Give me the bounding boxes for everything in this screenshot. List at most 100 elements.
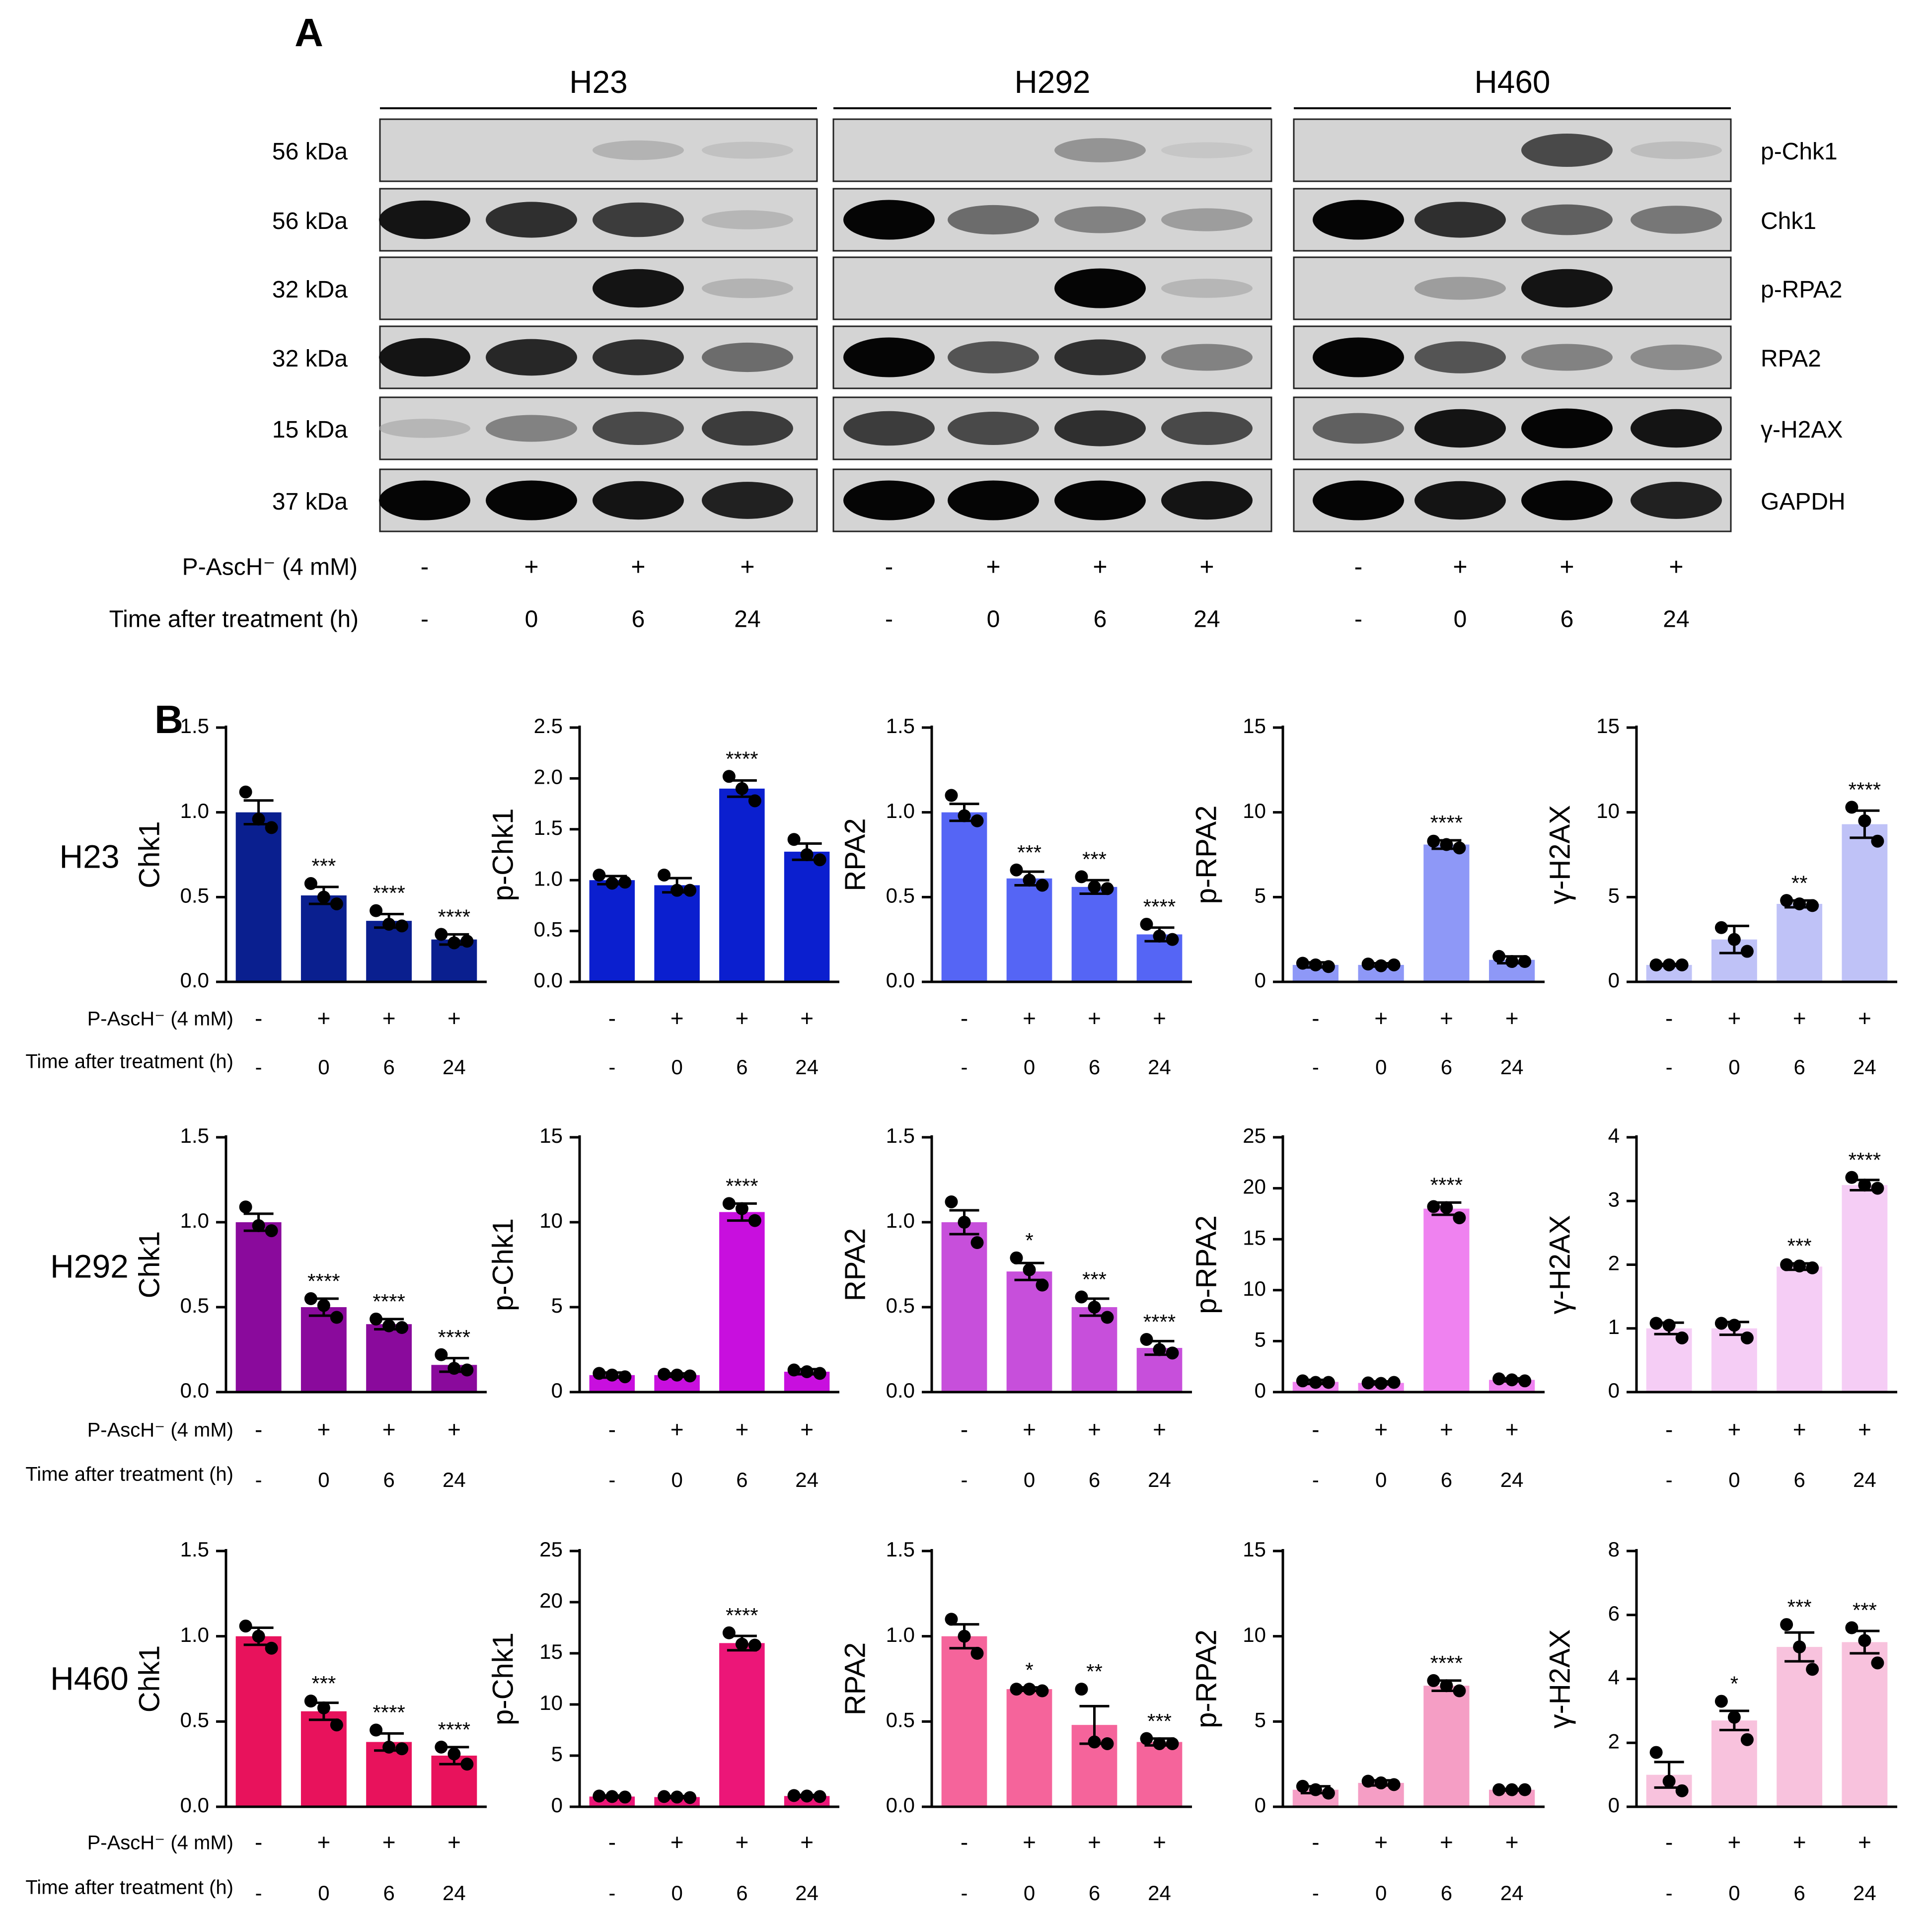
blot-band xyxy=(486,202,577,238)
treatment-symbol: + xyxy=(1505,1416,1519,1442)
y-tick-label: 2 xyxy=(1608,1729,1620,1753)
blot-band xyxy=(1054,480,1146,520)
treatment-symbol: + xyxy=(1088,1416,1101,1442)
data-point xyxy=(735,1637,748,1651)
time-value: - xyxy=(1666,1881,1673,1905)
blot-band xyxy=(486,480,577,520)
y-axis-label: γ-H2AX xyxy=(1544,805,1576,904)
blot-band xyxy=(1161,279,1253,298)
treatment-symbol: - xyxy=(1665,1005,1673,1031)
protein-label: Chk1 xyxy=(1761,208,1816,234)
data-point xyxy=(787,1363,801,1377)
treatment-symbol: - xyxy=(1312,1829,1319,1855)
y-tick-label: 0.5 xyxy=(886,884,915,907)
data-point xyxy=(1010,1683,1023,1696)
time-value: 24 xyxy=(443,1881,466,1905)
significance-label: *** xyxy=(1853,1599,1877,1622)
time-value: 24 xyxy=(795,1055,818,1079)
data-point xyxy=(460,1363,474,1377)
treatment-symbol: + xyxy=(1440,1416,1453,1442)
data-point xyxy=(1101,1737,1114,1750)
bar xyxy=(235,812,282,982)
data-point xyxy=(958,1629,971,1643)
data-point xyxy=(800,1789,814,1803)
treatment-symbol: + xyxy=(317,1416,330,1442)
time-value: - xyxy=(255,1055,262,1079)
treatment-symbol: - xyxy=(1312,1416,1319,1442)
time-value: 6 xyxy=(383,1055,394,1079)
y-tick-label: 2 xyxy=(1608,1252,1620,1275)
y-tick-label: 15 xyxy=(539,1124,563,1147)
cell-line-title: H292 xyxy=(1015,64,1091,100)
treatment-symbol: + xyxy=(800,1829,814,1855)
data-point xyxy=(618,1790,632,1804)
time-row-label: Time after treatment (h) xyxy=(25,1877,233,1899)
blot-band xyxy=(702,142,793,159)
data-point xyxy=(1322,960,1335,973)
data-point xyxy=(658,1790,671,1803)
treatment-symbol: - xyxy=(608,1005,616,1031)
treatment-symbol: + xyxy=(1199,553,1214,581)
significance-label: *** xyxy=(1082,847,1107,871)
y-axis-label: p-Chk1 xyxy=(487,1218,519,1311)
data-point xyxy=(1740,1331,1754,1344)
y-tick-label: 2.5 xyxy=(534,714,563,738)
protein-label: RPA2 xyxy=(1761,346,1821,372)
y-axis-label: RPA2 xyxy=(839,1228,871,1301)
bar xyxy=(719,1212,765,1392)
significance-label: *** xyxy=(1017,841,1041,864)
y-tick-label: 1.5 xyxy=(886,1538,915,1561)
cell-line-title: H460 xyxy=(1475,64,1551,100)
blot-band xyxy=(379,480,470,520)
y-tick-label: 0.0 xyxy=(180,1379,209,1402)
treatment-symbol: + xyxy=(1505,1005,1519,1031)
y-tick-label: 3 xyxy=(1608,1187,1620,1211)
y-axis-label: RPA2 xyxy=(839,818,871,891)
treatment-symbol: + xyxy=(1088,1829,1101,1855)
data-point xyxy=(330,1718,343,1732)
data-point xyxy=(1361,1376,1375,1390)
data-point xyxy=(330,1311,343,1324)
data-point xyxy=(447,1362,461,1375)
y-tick-label: 0.0 xyxy=(534,968,563,992)
data-point xyxy=(395,1742,409,1756)
data-point xyxy=(1440,1679,1453,1693)
y-tick-label: 1.0 xyxy=(180,1623,209,1646)
y-tick-label: 15 xyxy=(1243,1226,1266,1249)
treatment-symbol: - xyxy=(421,553,429,581)
y-tick-label: 10 xyxy=(539,1209,563,1232)
treatment-symbol: + xyxy=(1669,553,1683,581)
data-point xyxy=(1088,880,1101,893)
treatment-symbol: - xyxy=(1354,553,1363,581)
y-tick-label: 20 xyxy=(539,1589,563,1612)
data-point xyxy=(1793,1640,1806,1654)
data-point xyxy=(1427,1200,1440,1213)
time-value: 6 xyxy=(383,1468,394,1491)
y-tick-label: 4 xyxy=(1608,1666,1620,1689)
bar xyxy=(719,788,765,982)
blot-band xyxy=(702,342,793,372)
time-value: - xyxy=(1354,606,1362,633)
y-tick-label: 1.5 xyxy=(886,714,915,738)
significance-label: * xyxy=(1730,1672,1738,1696)
data-point xyxy=(618,1370,632,1384)
time-value: 0 xyxy=(1375,1055,1387,1079)
blot-band xyxy=(702,411,793,446)
data-point xyxy=(1440,1201,1453,1214)
blot-band xyxy=(948,205,1039,235)
data-point xyxy=(1714,1317,1728,1330)
bar xyxy=(1006,1271,1052,1392)
data-point xyxy=(1806,899,1819,912)
size-marker: 15 kDa xyxy=(272,417,348,443)
blot-band xyxy=(593,269,684,308)
y-tick-label: 1.0 xyxy=(534,867,563,890)
data-point xyxy=(1322,1786,1335,1800)
data-point xyxy=(1361,1774,1375,1788)
time-value: 6 xyxy=(736,1468,747,1491)
significance-label: **** xyxy=(1849,1148,1881,1172)
treatment-symbol: + xyxy=(631,553,645,581)
data-point xyxy=(945,789,958,802)
